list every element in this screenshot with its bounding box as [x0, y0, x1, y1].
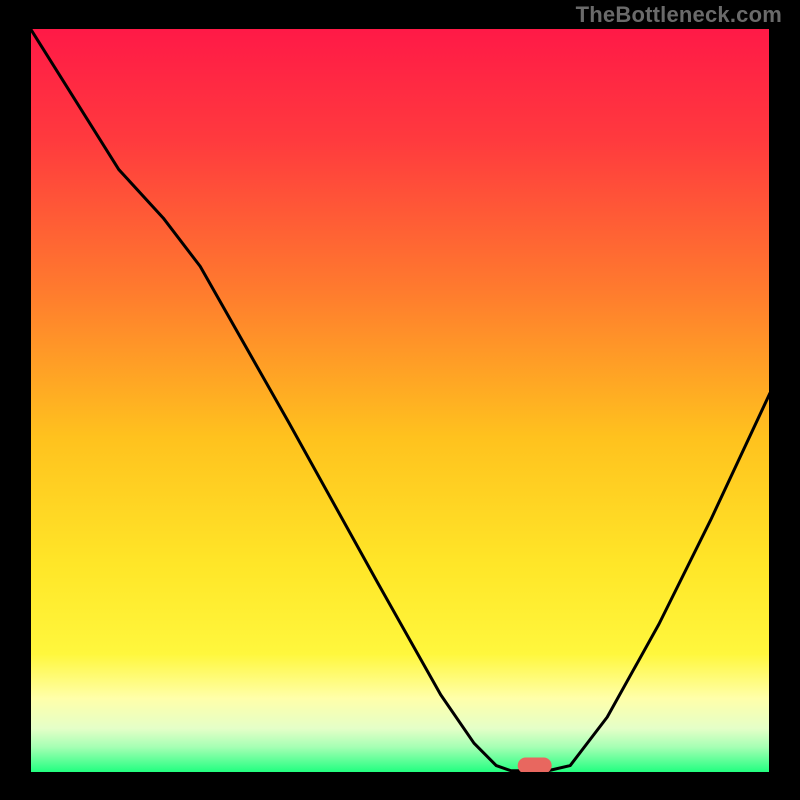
chart-container: TheBottleneck.com	[0, 0, 800, 800]
watermark-text: TheBottleneck.com	[576, 2, 782, 28]
optimum-marker	[518, 758, 552, 774]
chart-svg	[0, 0, 800, 800]
plot-background	[30, 28, 770, 773]
